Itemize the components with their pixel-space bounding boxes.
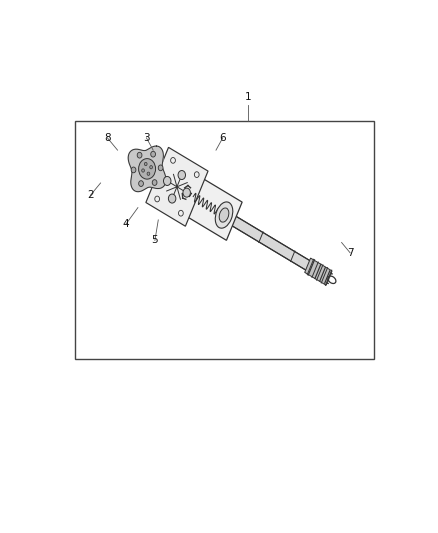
Ellipse shape bbox=[178, 171, 186, 180]
Ellipse shape bbox=[137, 152, 142, 158]
Text: 8: 8 bbox=[104, 133, 111, 143]
Text: 5: 5 bbox=[152, 236, 158, 245]
Text: 3: 3 bbox=[143, 133, 150, 143]
Ellipse shape bbox=[163, 176, 171, 185]
Polygon shape bbox=[181, 175, 242, 240]
Polygon shape bbox=[305, 258, 332, 285]
Ellipse shape bbox=[131, 167, 136, 173]
Ellipse shape bbox=[142, 169, 145, 172]
Text: 2: 2 bbox=[87, 190, 94, 200]
Bar bbox=[75, 122, 374, 359]
Ellipse shape bbox=[139, 181, 143, 187]
Ellipse shape bbox=[150, 166, 152, 169]
Ellipse shape bbox=[168, 194, 176, 203]
Ellipse shape bbox=[158, 165, 163, 171]
Ellipse shape bbox=[152, 180, 157, 185]
Text: 6: 6 bbox=[219, 133, 226, 143]
Ellipse shape bbox=[215, 202, 233, 228]
Ellipse shape bbox=[219, 208, 229, 222]
Text: 4: 4 bbox=[123, 219, 129, 229]
Ellipse shape bbox=[145, 163, 147, 166]
Ellipse shape bbox=[183, 188, 191, 197]
Polygon shape bbox=[128, 146, 166, 192]
Ellipse shape bbox=[151, 151, 155, 157]
Ellipse shape bbox=[147, 172, 150, 175]
Polygon shape bbox=[146, 147, 208, 226]
Polygon shape bbox=[212, 205, 332, 284]
Ellipse shape bbox=[138, 159, 155, 179]
Text: 1: 1 bbox=[245, 92, 251, 102]
Text: 7: 7 bbox=[347, 248, 353, 258]
